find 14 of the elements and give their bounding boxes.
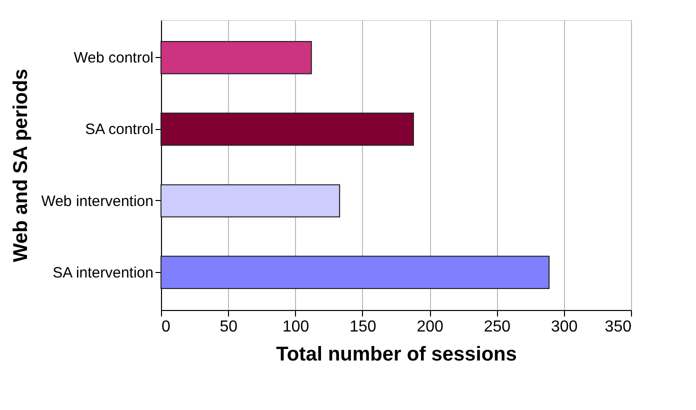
x-tick-label: 50 — [220, 318, 238, 336]
x-tick-label: 250 — [484, 318, 511, 336]
y-tick-label: Web control — [74, 50, 154, 67]
x-axis-title: Total number of sessions — [276, 344, 517, 366]
x-tick-label: 200 — [416, 318, 444, 336]
x-tick-label: 100 — [282, 318, 310, 336]
y-tick-label: Web intervention — [41, 192, 154, 210]
y-axis-title: Web and SA periods — [10, 68, 32, 262]
y-tick-label: SA intervention — [52, 264, 154, 282]
y-tick-label: SA control — [85, 121, 154, 138]
x-tick-label: 300 — [551, 318, 578, 336]
x-tick-label: 150 — [350, 318, 376, 336]
x-tick-label: 0 — [162, 318, 170, 336]
x-tick-label: 350 — [604, 318, 632, 336]
